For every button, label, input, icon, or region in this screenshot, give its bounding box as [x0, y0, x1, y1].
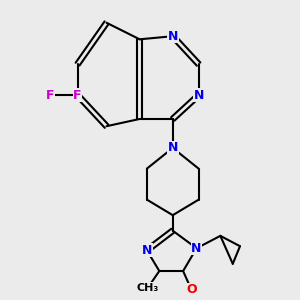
- Text: N: N: [142, 244, 152, 257]
- Text: N: N: [168, 141, 178, 154]
- Text: F: F: [45, 89, 54, 102]
- Text: O: O: [186, 283, 197, 296]
- Text: N: N: [191, 242, 202, 255]
- Text: CH₃: CH₃: [137, 283, 159, 292]
- Text: N: N: [168, 30, 178, 43]
- Text: N: N: [194, 89, 204, 102]
- Text: F: F: [73, 89, 82, 102]
